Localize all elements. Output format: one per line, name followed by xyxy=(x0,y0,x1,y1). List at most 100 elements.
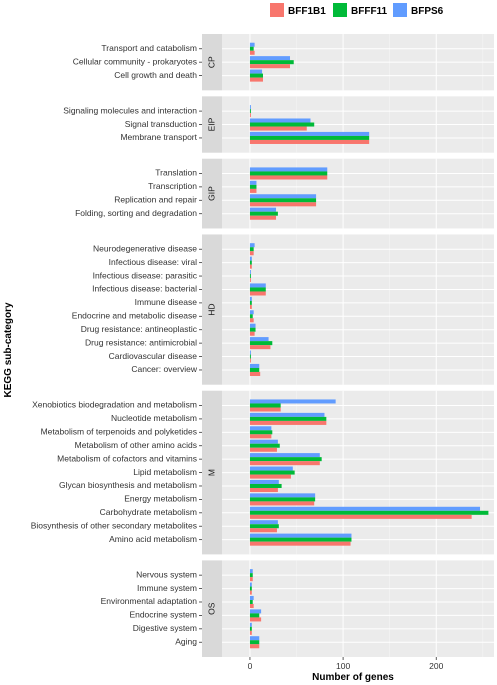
y-tick-label: Nucleotide metabolism xyxy=(111,413,197,423)
y-tick-label: Metabolism of terpenoids and polyketides xyxy=(41,427,197,437)
bar-xenobiotics-biodegradation-and-metabolism-bfff11 xyxy=(249,403,281,408)
bar-replication-and-repair-bfff11 xyxy=(249,198,317,203)
bar-cell-growth-and-death-bff1b1 xyxy=(249,77,263,82)
legend-key-bfps6 xyxy=(393,3,407,17)
bar-infectious-disease-bacterial-bff1b1 xyxy=(249,291,266,296)
bar-metabolism-of-cofactors-and-vitamins-bfps6 xyxy=(249,453,320,458)
bar-immune-disease-bff1b1 xyxy=(249,304,252,309)
bar-transcription-bff1b1 xyxy=(249,188,257,193)
bar-metabolism-of-cofactors-and-vitamins-bff1b1 xyxy=(249,461,320,466)
bar-lipid-metabolism-bff1b1 xyxy=(249,474,291,479)
bar-environmental-adaptation-bfff11 xyxy=(249,599,253,605)
bar-endocrine-system-bff1b1 xyxy=(249,617,262,622)
facet-panels: CP Transport and catabolism Cellular commu… xyxy=(31,34,494,657)
bar-metabolism-of-other-amino-acids-bfff11 xyxy=(249,443,280,448)
legend-label-bfps6: BFPS6 xyxy=(411,6,444,17)
bar-amino-acid-metabolism-bfps6 xyxy=(249,533,352,538)
bar-glycan-biosynthesis-and-metabolism-bfff11 xyxy=(249,483,282,488)
bar-environmental-adaptation-bfps6 xyxy=(249,595,254,600)
bar-endocrine-and-metabolic-disease-bfps6 xyxy=(249,310,254,315)
facet-strip-cp xyxy=(202,34,222,91)
bar-cancer-overview-bff1b1 xyxy=(249,371,261,377)
bar-cancer-overview-bfps6 xyxy=(249,363,260,368)
bar-translation-bff1b1 xyxy=(249,175,328,180)
bar-transcription-bfff11 xyxy=(249,184,257,189)
x-axis: 0 100 200 xyxy=(248,657,444,671)
bar-endocrine-system-bfff11 xyxy=(249,613,260,618)
y-tick-label: Membrane transport xyxy=(120,132,197,142)
y-tick-label: Glycan biosynthesis and metabolism xyxy=(59,480,197,490)
bar-environmental-adaptation-bff1b1 xyxy=(249,604,254,609)
y-tick-label: Xenobiotics biodegradation and metabolis… xyxy=(32,400,197,410)
x-tick-label: 100 xyxy=(336,661,350,671)
bar-translation-bfps6 xyxy=(249,167,328,172)
bar-drug-resistance-antimicrobial-bfff11 xyxy=(249,341,273,346)
bar-endocrine-system-bfps6 xyxy=(249,609,262,614)
facet-label-eip: EIP xyxy=(206,117,216,131)
y-tick-label: Cancer: overview xyxy=(131,364,198,374)
y-tick-label: Cell growth and death xyxy=(114,70,197,80)
bar-carbohydrate-metabolism-bff1b1 xyxy=(249,514,472,519)
bar-membrane-transport-bff1b1 xyxy=(249,139,370,144)
bar-nervous-system-bfff11 xyxy=(249,573,253,578)
bar-digestive-system-bff1b1 xyxy=(249,630,252,635)
bar-carbohydrate-metabolism-bfps6 xyxy=(249,506,481,511)
panel-m: M Xenobiotics biodegradation and metaboli… xyxy=(31,390,494,555)
bar-membrane-transport-bfff11 xyxy=(249,135,370,140)
bar-signal-transduction-bfps6 xyxy=(249,118,311,123)
y-tick-label: Transport and catabolism xyxy=(101,43,197,53)
bar-lipid-metabolism-bfps6 xyxy=(249,466,293,471)
bar-infectious-disease-parasitic-bff1b1 xyxy=(249,278,251,283)
bar-metabolism-of-terpenoids-and-polyketides-bff1b1 xyxy=(249,434,272,439)
y-tick-label: Endocrine and metabolic disease xyxy=(72,311,197,321)
bar-infectious-disease-viral-bff1b1 xyxy=(249,264,252,269)
facet-label-m: M xyxy=(206,469,216,476)
legend-label-bfff11: BFFF11 xyxy=(351,6,388,17)
y-tick-label: Immune system xyxy=(137,583,197,593)
facet-strip-os xyxy=(202,560,222,657)
x-tick-label: 200 xyxy=(429,661,443,671)
bar-biosynthesis-of-other-secondary-metabolites-bfff11 xyxy=(249,524,279,529)
bar-signal-transduction-bff1b1 xyxy=(249,126,307,131)
bar-endocrine-and-metabolic-disease-bff1b1 xyxy=(249,318,254,323)
y-tick-label: Signal transduction xyxy=(125,119,198,129)
bar-nucleotide-metabolism-bfff11 xyxy=(249,416,327,421)
bar-xenobiotics-biodegradation-and-metabolism-bfps6 xyxy=(249,399,336,404)
bar-nucleotide-metabolism-bfps6 xyxy=(249,412,325,417)
bar-cardiovascular-disease-bfps6 xyxy=(249,350,251,355)
bar-metabolism-of-other-amino-acids-bfps6 xyxy=(249,439,278,444)
bar-immune-system-bfff11 xyxy=(249,586,252,591)
panel-background xyxy=(222,234,494,385)
bar-infectious-disease-parasitic-bfff11 xyxy=(249,274,251,279)
bar-replication-and-repair-bfps6 xyxy=(249,194,317,199)
y-tick-label: Lipid metabolism xyxy=(133,467,197,477)
y-tick-label: Metabolism of other amino acids xyxy=(75,440,197,450)
y-tick-label: Replication and repair xyxy=(114,195,197,205)
bar-immune-system-bff1b1 xyxy=(249,590,252,595)
facet-strip-m xyxy=(202,390,222,555)
bar-energy-metabolism-bfff11 xyxy=(249,497,316,502)
bar-neurodegenerative-disease-bfps6 xyxy=(249,243,255,248)
bar-nervous-system-bff1b1 xyxy=(249,577,253,582)
y-tick-label: Signaling molecules and interaction xyxy=(63,105,197,115)
panel-hd: HD Neurodegenerative disease Infectious di… xyxy=(72,234,494,385)
facet-label-os: OS xyxy=(206,602,216,615)
bar-cellular-community-prokaryotes-bff1b1 xyxy=(249,64,290,69)
y-tick-label: Energy metabolism xyxy=(124,494,197,504)
bar-xenobiotics-biodegradation-and-metabolism-bff1b1 xyxy=(249,407,281,412)
y-tick-label: Amino acid metabolism xyxy=(109,534,197,544)
bar-metabolism-of-terpenoids-and-polyketides-bfps6 xyxy=(249,426,272,431)
bar-cell-growth-and-death-bfps6 xyxy=(249,69,263,74)
bar-glycan-biosynthesis-and-metabolism-bff1b1 xyxy=(249,487,278,493)
bar-glycan-biosynthesis-and-metabolism-bfps6 xyxy=(249,479,279,484)
y-tick-label: Endocrine system xyxy=(129,610,197,620)
bar-transport-and-catabolism-bff1b1 xyxy=(249,50,255,55)
bar-biosynthesis-of-other-secondary-metabolites-bff1b1 xyxy=(249,528,277,533)
bar-amino-acid-metabolism-bff1b1 xyxy=(249,541,351,546)
y-tick-label: Nervous system xyxy=(136,569,197,579)
bar-metabolism-of-terpenoids-and-polyketides-bfff11 xyxy=(249,430,273,435)
bar-amino-acid-metabolism-bfff11 xyxy=(249,537,352,542)
bar-infectious-disease-viral-bfff11 xyxy=(249,260,252,265)
y-tick-label: Aging xyxy=(175,636,197,646)
